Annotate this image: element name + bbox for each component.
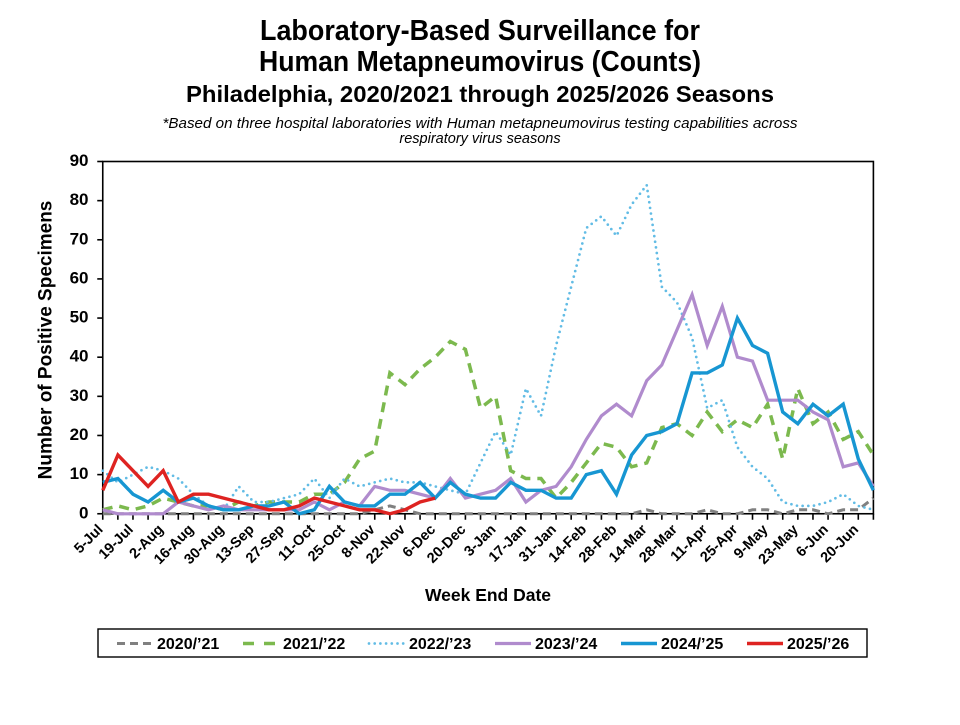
svg-text:Philadelphia, 2020/2021 throug: Philadelphia, 2020/2021 through 2025/202… <box>186 81 774 107</box>
svg-text:respiratory virus seasons: respiratory virus seasons <box>399 131 560 147</box>
svg-text:30: 30 <box>70 386 89 405</box>
svg-text:60: 60 <box>70 268 89 287</box>
svg-text:2024/’25: 2024/’25 <box>661 636 723 653</box>
svg-text:40: 40 <box>70 347 89 366</box>
svg-text:Week End Date: Week End Date <box>425 585 551 605</box>
svg-text:2023/’24: 2023/’24 <box>535 636 597 653</box>
svg-text:10: 10 <box>70 464 89 483</box>
svg-text:0: 0 <box>79 503 88 522</box>
svg-text:*Based on three hospital labor: *Based on three hospital laboratories wi… <box>163 116 798 132</box>
svg-text:80: 80 <box>70 190 89 209</box>
svg-text:90: 90 <box>70 151 89 170</box>
svg-text:2025/’26: 2025/’26 <box>787 636 849 653</box>
svg-text:Number of Positive Specimens: Number of Positive Specimens <box>36 201 57 480</box>
svg-text:50: 50 <box>70 308 89 327</box>
svg-text:70: 70 <box>70 229 89 248</box>
svg-text:2022/’23: 2022/’23 <box>409 636 471 653</box>
svg-text:Human Metapneumovirus (Counts): Human Metapneumovirus (Counts) <box>259 46 701 78</box>
svg-text:2020/’21: 2020/’21 <box>157 636 219 653</box>
svg-text:2021/’22: 2021/’22 <box>283 636 345 653</box>
svg-text:20: 20 <box>70 425 89 444</box>
svg-text:Laboratory-Based Surveillance: Laboratory-Based Surveillance for <box>260 15 700 47</box>
